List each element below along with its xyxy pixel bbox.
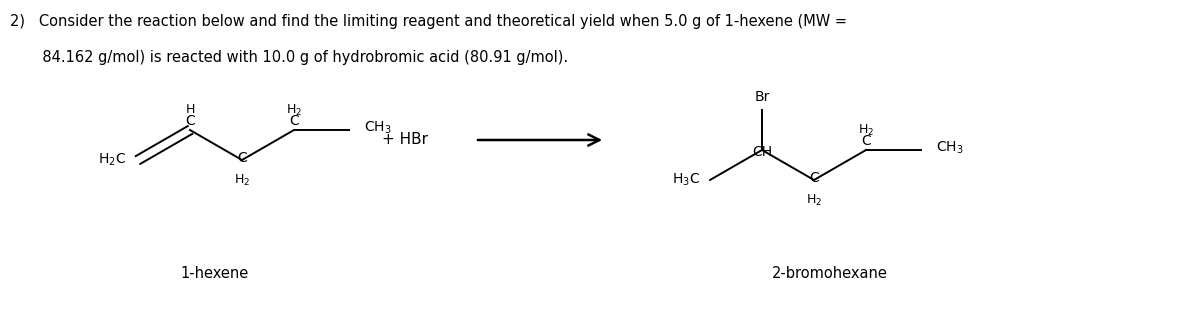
Text: C: C [289, 114, 299, 128]
Text: Br: Br [755, 90, 769, 104]
Text: CH$_3$: CH$_3$ [364, 120, 391, 136]
Text: CH: CH [752, 145, 772, 159]
Text: H$_3$C: H$_3$C [672, 172, 700, 188]
Text: H$_2$: H$_2$ [858, 123, 874, 137]
Text: 1-hexene: 1-hexene [181, 267, 250, 282]
Text: 2)   Consider the reaction below and find the limiting reagent and theoretical y: 2) Consider the reaction below and find … [10, 14, 847, 29]
Text: C: C [809, 171, 818, 185]
Text: C: C [238, 151, 247, 165]
Text: 2-bromohexane: 2-bromohexane [772, 267, 888, 282]
Text: H$_2$: H$_2$ [234, 172, 250, 188]
Text: C: C [185, 114, 194, 128]
Text: CH$_3$: CH$_3$ [936, 140, 964, 156]
Text: H$_2$: H$_2$ [806, 193, 822, 208]
Text: C: C [862, 134, 871, 148]
Text: + HBr: + HBr [382, 132, 428, 147]
Text: H$_2$C: H$_2$C [98, 152, 126, 168]
Text: H$_2$: H$_2$ [286, 103, 302, 118]
Text: H: H [185, 104, 194, 117]
Text: 84.162 g/mol) is reacted with 10.0 g of hydrobromic acid (80.91 g/mol).: 84.162 g/mol) is reacted with 10.0 g of … [10, 50, 568, 65]
